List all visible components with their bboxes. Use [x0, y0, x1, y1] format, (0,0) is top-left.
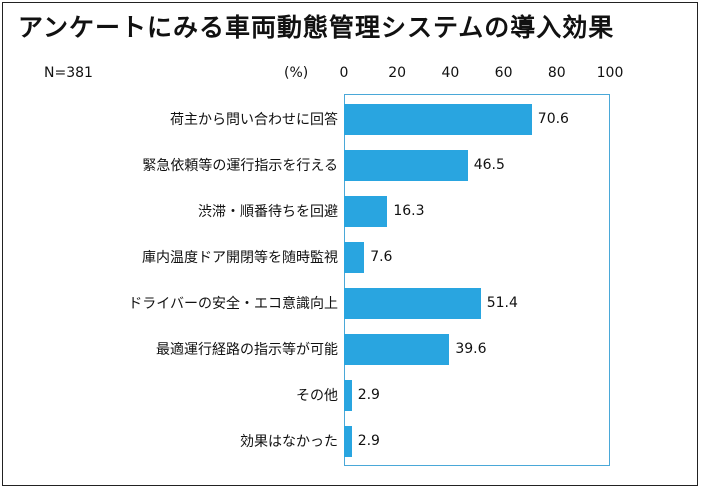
bar: [344, 103, 532, 135]
value-label: 39.6: [455, 341, 487, 357]
x-tick-label: 100: [596, 65, 624, 81]
x-tick-label: 20: [388, 65, 407, 81]
bar: [344, 333, 450, 365]
x-tick-label: 60: [494, 65, 513, 81]
value-label: 16.3: [393, 203, 425, 219]
sample-size-label: N=381: [44, 65, 93, 81]
bar: [344, 425, 352, 457]
category-label: 効果はなかった: [240, 434, 338, 450]
bar: [344, 149, 468, 181]
x-tick-label: 80: [547, 65, 566, 81]
bar: [344, 379, 352, 411]
value-label: 2.9: [357, 433, 380, 449]
category-label: その他: [296, 388, 338, 404]
category-label: 荷主から問い合わせに回答: [170, 112, 338, 128]
value-label: 46.5: [473, 157, 505, 173]
chart-title: アンケートにみる車両動態管理システムの導入効果: [18, 13, 615, 42]
plot-area: [344, 94, 610, 466]
value-label: 51.4: [486, 295, 518, 311]
value-label: 70.6: [537, 111, 569, 127]
bar: [344, 241, 365, 273]
x-tick-label: 0: [339, 65, 349, 81]
x-tick-label: 40: [441, 65, 460, 81]
unit-label: (%): [284, 65, 309, 81]
category-label: ドライバーの安全・エコ意識向上: [128, 296, 338, 312]
category-label: 渋滞・順番待ちを回避: [198, 204, 338, 220]
bar: [344, 287, 481, 319]
value-label: 2.9: [357, 387, 380, 403]
category-label: 緊急依頼等の運行指示を行える: [142, 158, 338, 174]
category-label: 最適運行経路の指示等が可能: [156, 342, 338, 358]
bar: [344, 195, 388, 227]
value-label: 7.6: [370, 249, 393, 265]
category-label: 庫内温度ドア開閉等を随時監視: [142, 250, 338, 266]
